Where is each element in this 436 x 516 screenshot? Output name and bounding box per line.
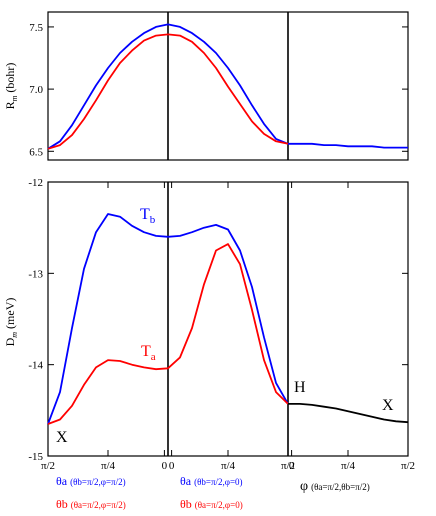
annotation-x-right: X (382, 397, 394, 414)
series-line-0-1 (47, 33, 289, 150)
x-tick-label: π/4 (221, 460, 236, 472)
series-label-ta: Ta (141, 343, 156, 363)
x-tick-label: 0 (289, 460, 295, 472)
x-tick-label: π/2 (401, 460, 415, 472)
x-tick-label: π/4 (101, 460, 116, 472)
legend: θa (θb=π/2,φ=π/2) θa (θb=π/2,φ=0) φ (θa=… (56, 474, 370, 511)
x-tick-label: 0 (169, 460, 175, 472)
series-line-1-1 (47, 243, 289, 425)
top-y-axis-label: Rm (bohr) (3, 63, 19, 110)
y-tick-label: -13 (28, 268, 43, 280)
x-tick-label: 0 (162, 460, 168, 472)
y-tick-label: -14 (28, 360, 43, 372)
x-tick-label: π/4 (341, 460, 356, 472)
series-label-tb: Tb (140, 206, 156, 226)
legend-phi: φ (θa=π/2,θb=π/2) (300, 479, 370, 494)
y-tick-label: -12 (28, 177, 43, 189)
legend-theta-a-phi-pi2: θa (θb=π/2,φ=π/2) (56, 474, 126, 488)
x-tick-label: π/2 (281, 460, 295, 472)
series-line-1-0 (47, 213, 289, 425)
legend-theta-b-phi-pi2: θb (θa=π/2,φ=π/2) (56, 497, 126, 511)
x-tick-label: π/2 (41, 460, 55, 472)
y-tick-label: 7.5 (29, 22, 43, 34)
y-tick-label: -15 (28, 451, 43, 463)
y-tick-label: 6.5 (29, 146, 43, 158)
bottom-panel: -12-13-14-15 π/2 π/4 0 0 π/4 π/20 π/4 π/2 Dm (m… (3, 177, 415, 472)
top-panel: 6.5 7.0 7.5 Rm (bohr) (3, 11, 409, 161)
series-line-1-2 (288, 403, 409, 424)
legend-theta-b-phi-0: θb (θa=π/2,φ=0) (180, 497, 243, 511)
annotation-h: H (294, 379, 306, 396)
bottom-y-axis-label: Dm (meV) (3, 298, 19, 347)
annotation-x-left: X (56, 429, 68, 446)
y-tick-label: 7.0 (29, 84, 43, 96)
series-line-0-0 (47, 23, 408, 150)
legend-theta-a-phi-0: θa (θb=π/2,φ=0) (180, 474, 243, 488)
top-plot-frame (47, 11, 409, 161)
